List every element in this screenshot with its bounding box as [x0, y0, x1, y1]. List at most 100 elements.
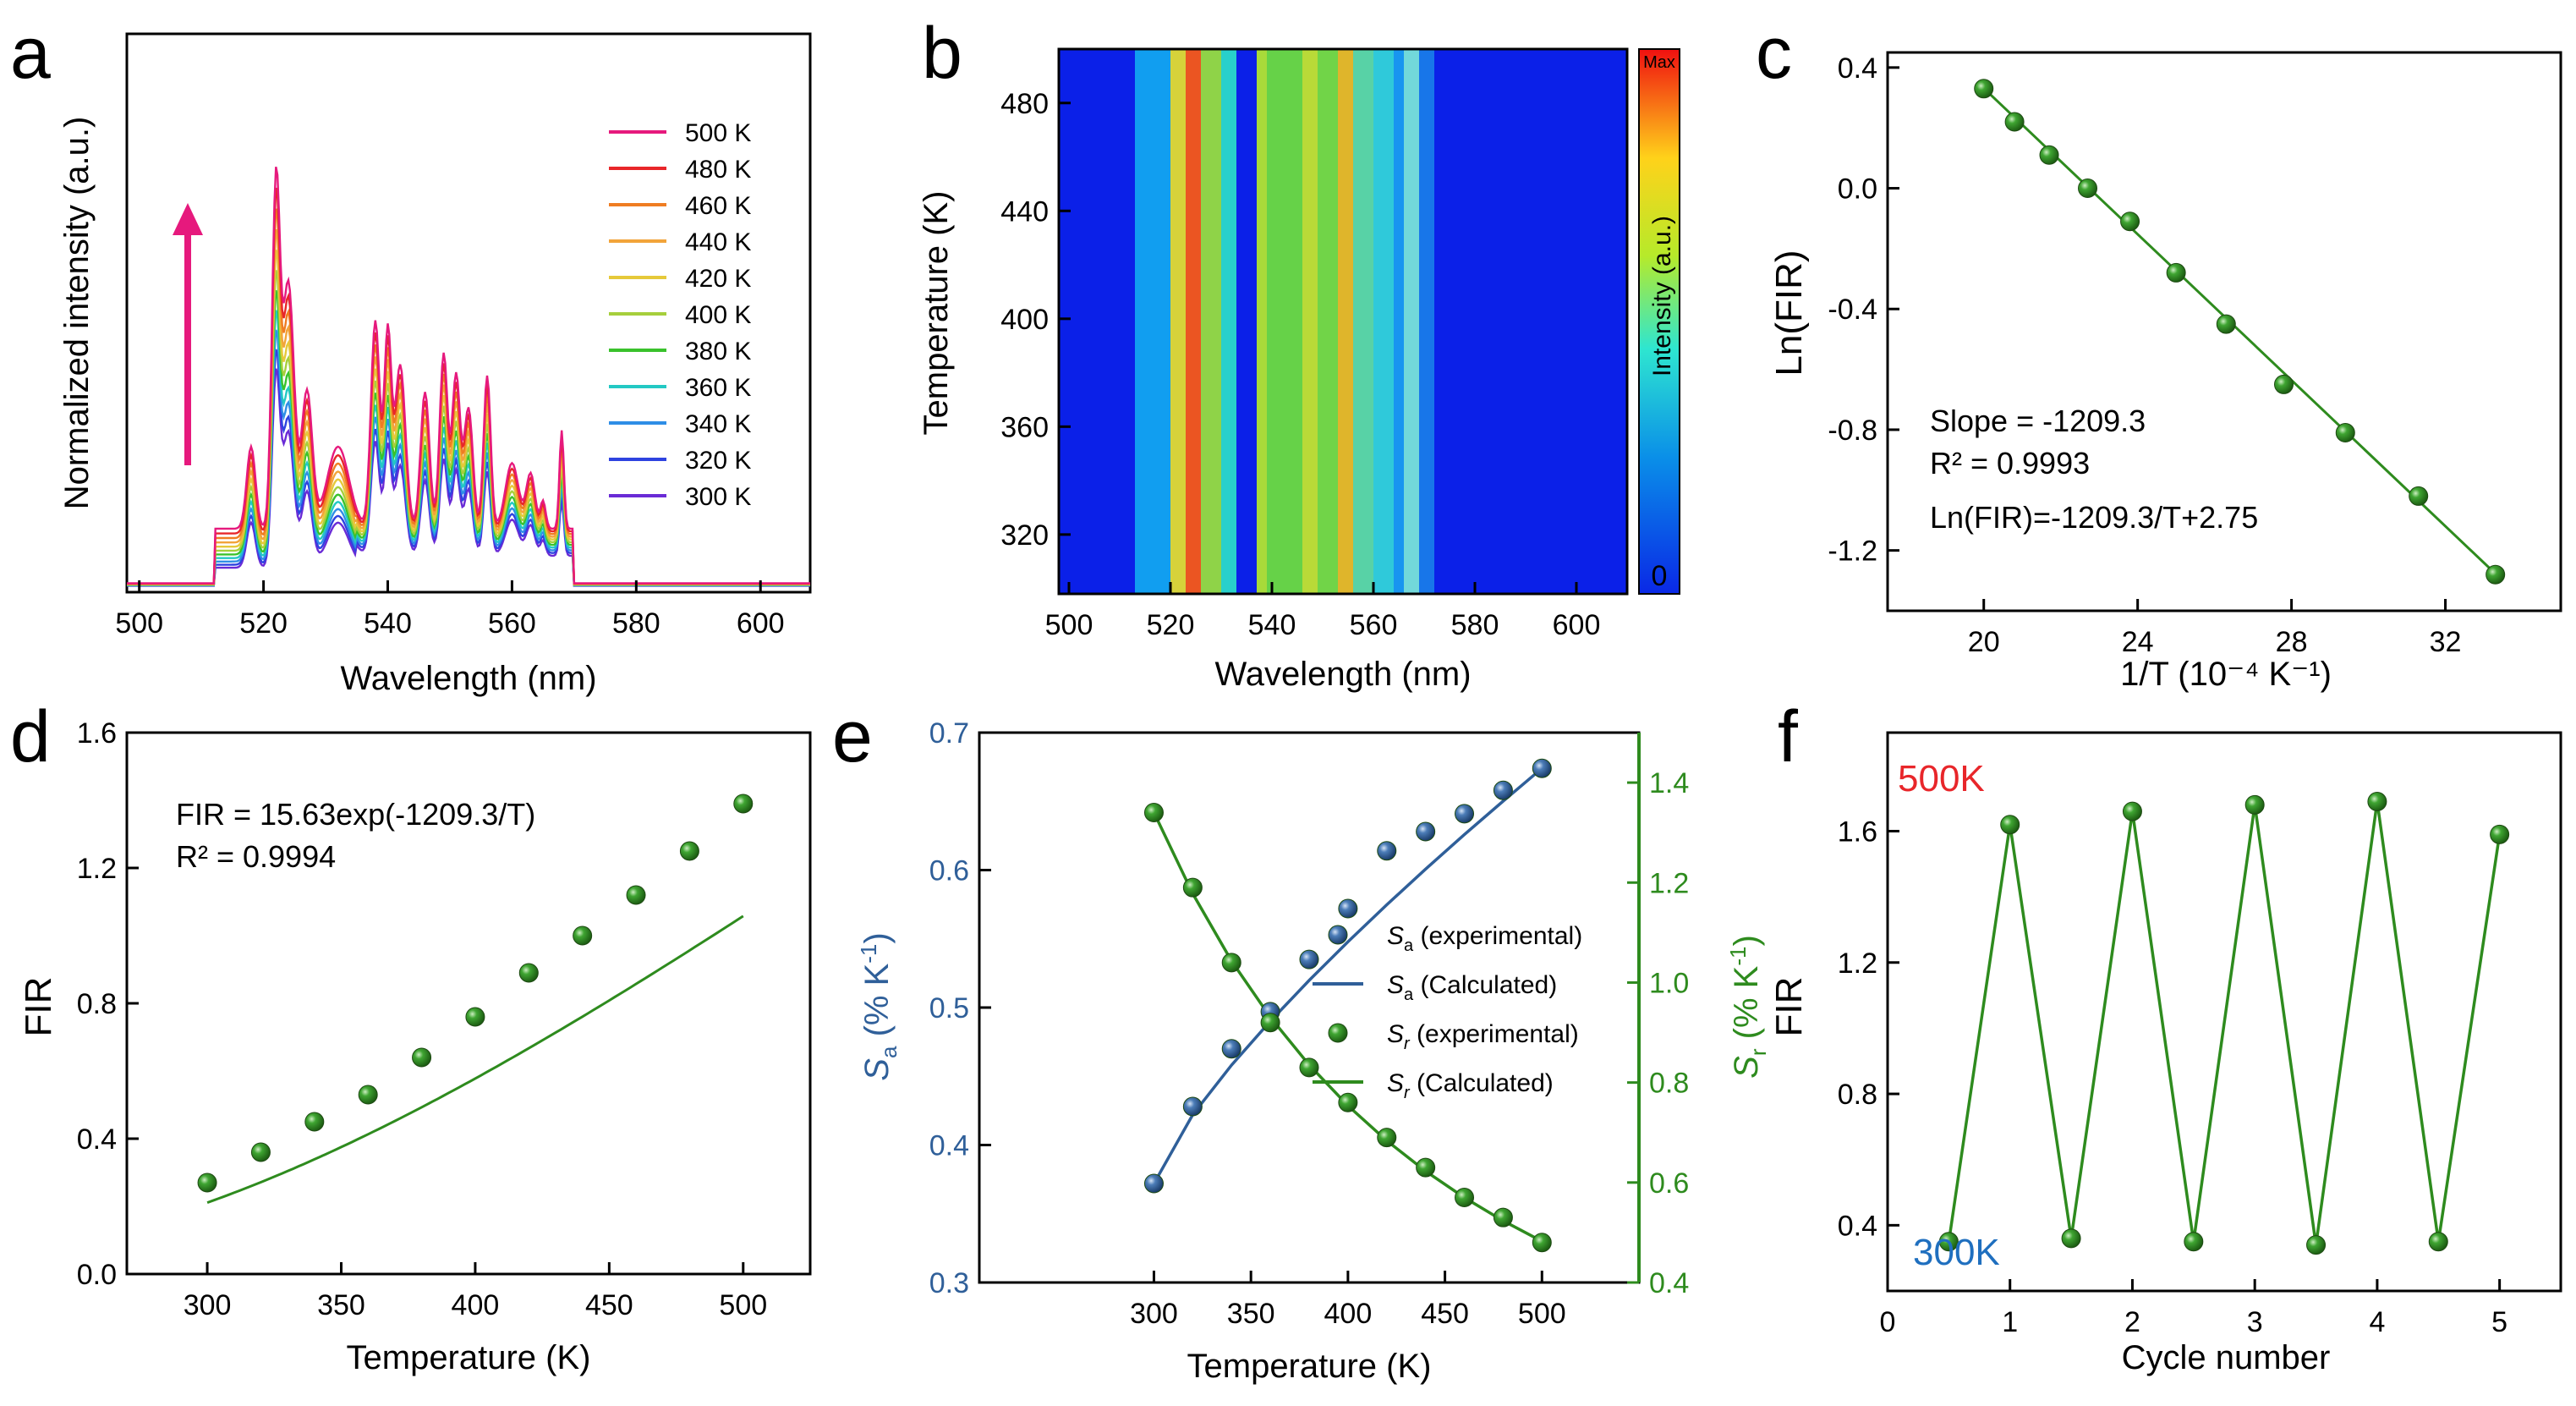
d-data-point [733, 794, 754, 814]
e-y-right-tick-label: 1.0 [1649, 967, 1689, 999]
e-sr-data-point [1532, 1233, 1552, 1253]
d-y-tick-label: 1.6 [77, 717, 117, 750]
e-sa-data-point [1532, 758, 1552, 778]
a-x-tick-label: 500 [115, 607, 163, 640]
c-data-point [2120, 211, 2140, 232]
d-y-tick-label: 0.0 [77, 1259, 117, 1291]
c-x-tick-label: 20 [1968, 626, 2000, 658]
panel-label-a: a [10, 13, 51, 94]
b-x-tick-label: 540 [1248, 609, 1296, 641]
c-annotation-r2: R² = 0.9993 [1930, 446, 2090, 481]
b-heatmap-band [1353, 49, 1373, 594]
b-heatmap-band [1221, 49, 1236, 594]
e-sa-data-point [1455, 804, 1475, 824]
panel-label-e: e [832, 696, 873, 777]
e-sa-data-point [1299, 949, 1319, 969]
e-ylabel-right: Sr (% K-1) [1725, 935, 1771, 1079]
e-sa-data-point [1338, 898, 1358, 919]
e-y-right-tick-label: 0.6 [1649, 1167, 1689, 1200]
e-legend: Sa (experimental) Sa (Calculated) Sr (expe… [1313, 922, 1582, 1102]
b-colorbar [1638, 48, 1680, 595]
c-data-point [2078, 178, 2098, 199]
panel-label-f: f [1778, 696, 1799, 777]
b-y-tick-label: 480 [1000, 88, 1049, 120]
a-legend-label: 440 K [685, 228, 751, 256]
c-data-point [2274, 374, 2294, 394]
a-x-ticks: 500 520 540 560 580 600 [115, 580, 785, 640]
c-y-tick-label: 0.4 [1838, 52, 1877, 85]
e-y-left-tick-label: 0.4 [929, 1130, 969, 1162]
a-x-tick-label: 600 [737, 607, 785, 640]
d-data-point [679, 841, 699, 861]
f-data-point [2122, 801, 2142, 821]
c-plot-frame [1886, 51, 2562, 612]
f-data-point [2061, 1228, 2081, 1249]
b-x-tick-label: 580 [1451, 609, 1499, 641]
d-data-point [518, 963, 539, 983]
d-x-tick-label: 400 [452, 1289, 500, 1321]
e-sr-data-point [1416, 1157, 1436, 1178]
c-ylabel: Ln(FIR) [1768, 250, 1810, 376]
b-heatmap [1059, 49, 1627, 594]
b-heatmap-band [1267, 49, 1302, 594]
a-plot-frame [125, 32, 812, 594]
f-y-tick-label: 0.4 [1838, 1210, 1877, 1242]
b-x-tick-label: 520 [1147, 609, 1195, 641]
panel-c: c 20 24 28 32 0.4 0.0 -0.4 -0.8 -1.2 Slope = -12… [1756, 13, 2562, 693]
e-legend-label: Sa (Calculated) [1387, 971, 1557, 1004]
e-sr-data-point [1260, 1013, 1280, 1033]
a-legend-label: 480 K [685, 156, 751, 184]
a-legend-label: 460 K [685, 192, 751, 220]
d-annotation-r2: R² = 0.9994 [176, 839, 336, 874]
b-ylabel: Temperature (K) [918, 191, 955, 436]
e-sr-data-point [1182, 877, 1203, 898]
a-xlabel: Wavelength (nm) [340, 660, 596, 697]
b-colorbar-max: Max [1643, 53, 1675, 72]
a-ylabel: Normalized intensity (a.u.) [58, 117, 96, 510]
d-x-tick-label: 500 [719, 1289, 767, 1321]
f-x-tick-label: 2 [2124, 1306, 2140, 1338]
a-legend-label: 380 K [685, 338, 751, 365]
d-x-tick-label: 350 [317, 1289, 365, 1321]
e-x-tick-label: 300 [1130, 1298, 1178, 1330]
c-data-point [2486, 564, 2506, 585]
d-data-point [358, 1085, 378, 1105]
f-data-point [2244, 794, 2265, 815]
b-x-ticks: 500 520 540 560 580 600 [1045, 582, 1600, 641]
e-x-tick-label: 450 [1421, 1298, 1469, 1330]
e-sr-data-point [1455, 1188, 1475, 1208]
a-spectra [127, 166, 810, 587]
d-annotation-equation: FIR = 15.63exp(-1209.3/T) [176, 797, 535, 832]
panel-label-c: c [1756, 13, 1792, 94]
b-heatmap-band [1419, 49, 1434, 594]
d-y-tick-label: 1.2 [77, 853, 117, 885]
a-spectrum-line [127, 166, 810, 585]
f-plot-frame [1886, 731, 2562, 1293]
f-xlabel: Cycle number [2122, 1339, 2331, 1376]
b-y-tick-label: 320 [1000, 519, 1049, 552]
b-y-tick-label: 360 [1000, 411, 1049, 443]
e-sa-data-point [1143, 1173, 1164, 1194]
a-legend-label: 360 K [685, 374, 751, 402]
f-data-point [2000, 815, 2020, 835]
e-sr-data-point [1143, 803, 1164, 823]
c-x-tick-label: 28 [2276, 626, 2308, 658]
c-data-point [2166, 262, 2186, 283]
b-heatmap-band [1302, 49, 1318, 594]
b-y-tick-label: 440 [1000, 195, 1049, 228]
a-temperature-arrow [173, 203, 203, 465]
f-x-tick-label: 5 [2491, 1306, 2507, 1338]
e-legend-marker [1328, 1023, 1348, 1043]
c-data-point [2039, 145, 2059, 165]
f-data-point [2428, 1232, 2448, 1252]
e-legend-label: Sr (Calculated) [1387, 1069, 1554, 1102]
c-y-tick-label: -0.8 [1828, 415, 1877, 447]
a-x-tick-label: 560 [488, 607, 536, 640]
f-annotation-500k: 500K [1898, 758, 1985, 799]
f-y-tick-label: 1.6 [1838, 816, 1877, 848]
svg-text:Sr (% K-1): Sr (% K-1) [1725, 935, 1771, 1079]
a-x-tick-label: 540 [364, 607, 412, 640]
e-sa-data-point [1377, 841, 1397, 861]
c-plot: 20 24 28 32 0.4 0.0 -0.4 -0.8 -1.2 [1828, 52, 2506, 658]
